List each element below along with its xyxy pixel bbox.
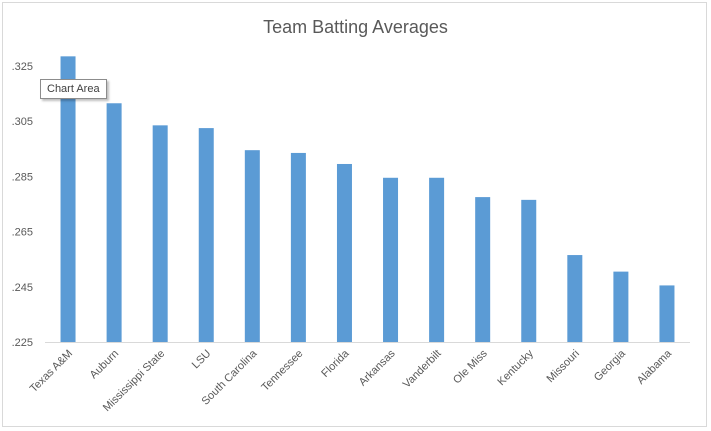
x-tick-label: Tennessee xyxy=(259,348,305,394)
x-tick-label: Georgia xyxy=(592,347,629,384)
bar[interactable] xyxy=(106,103,122,342)
y-tick-label: .285 xyxy=(12,171,33,183)
bar[interactable] xyxy=(244,150,260,342)
y-axis: .225 .245 .265 .285 .305 .325 xyxy=(12,61,33,349)
y-tick-label: .325 xyxy=(12,61,33,73)
bar[interactable] xyxy=(429,177,445,342)
x-tick-label: LSU xyxy=(190,348,214,372)
bar[interactable] xyxy=(521,199,537,342)
bar[interactable] xyxy=(475,197,491,342)
x-tick-label: Kentucky xyxy=(495,347,536,388)
bar[interactable] xyxy=(659,285,675,342)
x-tick-label: Alabama xyxy=(635,347,675,387)
x-tick-label: Auburn xyxy=(88,348,122,382)
bars xyxy=(60,56,675,343)
y-tick-label: .225 xyxy=(12,337,33,349)
x-tick-label: Vanderbilt xyxy=(401,348,444,391)
bar[interactable] xyxy=(152,125,168,342)
x-tick-label: Florida xyxy=(319,347,352,380)
bar[interactable] xyxy=(198,128,214,342)
x-tick-label: Missouri xyxy=(544,348,581,385)
bar[interactable] xyxy=(613,271,629,342)
x-tick-label: Ole Miss xyxy=(451,347,490,386)
bar[interactable] xyxy=(567,255,583,342)
bar[interactable] xyxy=(60,56,76,343)
chart-area-tooltip: Chart Area xyxy=(40,79,107,99)
bar[interactable] xyxy=(290,152,306,342)
y-tick-label: .245 xyxy=(12,282,33,294)
chart-title: Team Batting Averages xyxy=(263,17,448,37)
y-tick-label: .265 xyxy=(12,227,33,239)
x-tick-label: Arkansas xyxy=(357,347,398,388)
bar[interactable] xyxy=(336,163,352,342)
y-tick-label: .305 xyxy=(12,116,33,128)
bar[interactable] xyxy=(383,177,399,342)
x-tick-label: Texas A&M xyxy=(28,348,75,395)
